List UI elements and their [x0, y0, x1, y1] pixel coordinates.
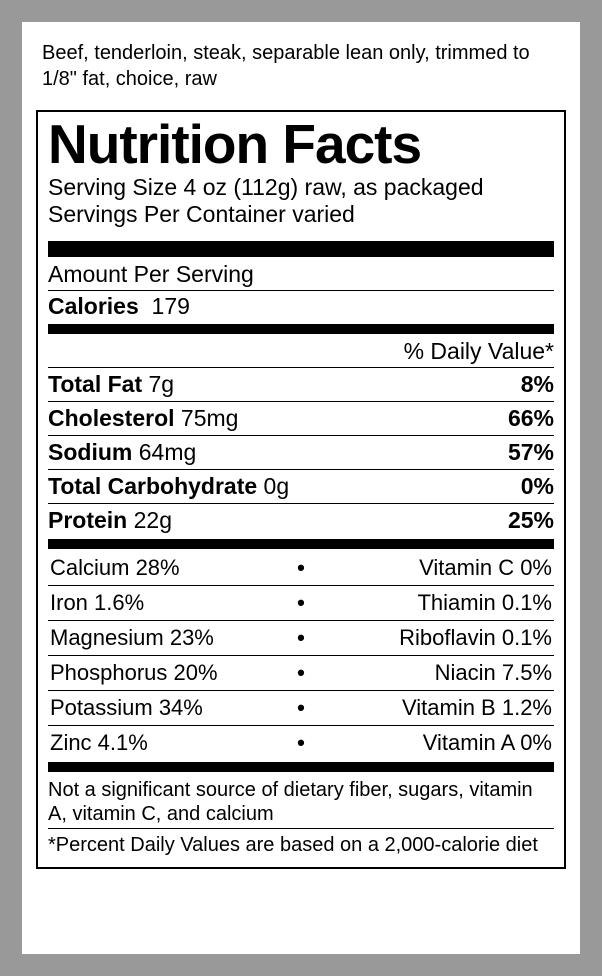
nutrient-row: Total Carbohydrate 0g 0% [48, 470, 554, 504]
vitamin-left: Potassium 34% [50, 695, 286, 721]
bullet-icon: • [286, 555, 316, 581]
nutrient-row: Cholesterol 75mg 66% [48, 402, 554, 436]
daily-value-footnote: *Percent Daily Values are based on a 2,0… [48, 829, 554, 857]
nutrient-amount: 0g [257, 473, 289, 499]
nutrient-dv: 8% [521, 371, 554, 398]
nutrition-label-box: Nutrition Facts Serving Size 4 oz (112g)… [36, 110, 566, 869]
nutrient-amount: 7g [142, 371, 174, 397]
thick-bar-2 [48, 324, 554, 334]
serving-size-value: 4 oz (112g) [184, 174, 299, 200]
vitamin-right: Niacin 7.5% [316, 660, 552, 686]
nutrient-name-cell: Total Fat 7g [48, 371, 174, 398]
servings-per-container-line: Servings Per Container varied [48, 201, 554, 229]
vitamin-right: Vitamin A 0% [316, 730, 552, 756]
nutrient-name: Sodium [48, 439, 132, 465]
bullet-icon: • [286, 590, 316, 616]
vitamin-left: Magnesium 23% [50, 625, 286, 651]
bullet-icon: • [286, 730, 316, 756]
nutrient-dv: 57% [508, 439, 554, 466]
vitamin-row: Calcium 28%•Vitamin C 0% [48, 551, 554, 586]
nutrient-name-cell: Total Carbohydrate 0g [48, 473, 289, 500]
thick-bar-4 [48, 762, 554, 772]
amount-per-serving: Amount Per Serving [48, 259, 554, 291]
not-significant-footnote: Not a significant source of dietary fibe… [48, 774, 554, 829]
nutrients-container: Total Fat 7g 8% Cholesterol 75mg 66% Sodium … [48, 368, 554, 537]
vitamin-row: Iron 1.6%•Thiamin 0.1% [48, 586, 554, 621]
nutrient-dv: 0% [521, 473, 554, 500]
vitamin-row: Zinc 4.1%•Vitamin A 0% [48, 726, 554, 760]
bullet-icon: • [286, 660, 316, 686]
calories-value: 179 [152, 293, 190, 319]
vitamin-left: Phosphorus 20% [50, 660, 286, 686]
vitamins-container: Calcium 28%•Vitamin C 0%Iron 1.6%•Thiami… [48, 551, 554, 760]
serving-size-label: Serving Size [48, 174, 177, 200]
bullet-icon: • [286, 695, 316, 721]
nutrient-row: Sodium 64mg 57% [48, 436, 554, 470]
servings-per-container-label: Servings Per Container [48, 201, 286, 227]
serving-size-suffix: raw, as packaged [305, 174, 484, 200]
nutrient-name: Cholesterol [48, 405, 175, 431]
daily-value-header: % Daily Value* [48, 336, 554, 368]
vitamin-row: Magnesium 23%•Riboflavin 0.1% [48, 621, 554, 656]
product-title: Beef, tenderloin, steak, separable lean … [42, 40, 566, 92]
nutrient-dv: 25% [508, 507, 554, 534]
outer-frame: Beef, tenderloin, steak, separable lean … [0, 0, 602, 976]
nutrient-name-cell: Sodium 64mg [48, 439, 196, 466]
nutrient-name: Protein [48, 507, 127, 533]
thick-bar-3 [48, 539, 554, 549]
nutrient-name: Total Fat [48, 371, 142, 397]
nutrient-row: Protein 22g 25% [48, 504, 554, 537]
white-panel: Beef, tenderloin, steak, separable lean … [22, 22, 580, 954]
nutrition-facts-title: Nutrition Facts [48, 116, 554, 174]
vitamin-right: Vitamin B 1.2% [316, 695, 552, 721]
vitamin-left: Calcium 28% [50, 555, 286, 581]
nutrient-amount: 64mg [132, 439, 196, 465]
nutrient-name-cell: Protein 22g [48, 507, 172, 534]
nutrient-name-cell: Cholesterol 75mg [48, 405, 238, 432]
nutrient-amount: 75mg [175, 405, 239, 431]
thick-bar-1 [48, 241, 554, 257]
nutrient-dv: 66% [508, 405, 554, 432]
vitamin-right: Thiamin 0.1% [316, 590, 552, 616]
vitamin-row: Potassium 34%•Vitamin B 1.2% [48, 691, 554, 726]
servings-per-container-value: varied [292, 201, 355, 227]
nutrient-name: Total Carbohydrate [48, 473, 257, 499]
vitamin-left: Zinc 4.1% [50, 730, 286, 756]
bullet-icon: • [286, 625, 316, 651]
vitamin-right: Riboflavin 0.1% [316, 625, 552, 651]
vitamin-left: Iron 1.6% [50, 590, 286, 616]
serving-size-line: Serving Size 4 oz (112g) raw, as package… [48, 174, 554, 202]
nutrient-row: Total Fat 7g 8% [48, 368, 554, 402]
calories-row: Calories 179 [48, 291, 554, 322]
calories-label: Calories [48, 293, 139, 319]
vitamin-right: Vitamin C 0% [316, 555, 552, 581]
nutrient-amount: 22g [127, 507, 172, 533]
vitamin-row: Phosphorus 20%•Niacin 7.5% [48, 656, 554, 691]
